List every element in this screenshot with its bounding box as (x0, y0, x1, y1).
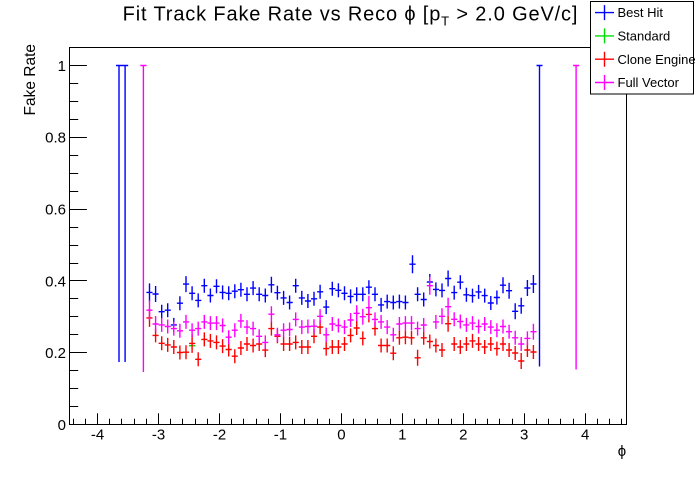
svg-text:0.6: 0.6 (45, 202, 66, 219)
svg-text:-4: -4 (91, 427, 104, 444)
svg-text:Best Hit: Best Hit (618, 5, 664, 20)
svg-text:1: 1 (398, 427, 406, 444)
svg-text:4: 4 (581, 427, 589, 444)
svg-text:1: 1 (58, 58, 66, 75)
svg-text:Clone Engine: Clone Engine (618, 52, 696, 67)
svg-text:0.8: 0.8 (45, 130, 66, 147)
svg-text:-2: -2 (213, 427, 226, 444)
svg-text:0.2: 0.2 (45, 345, 66, 362)
svg-text:-1: -1 (274, 427, 287, 444)
svg-text:ϕ: ϕ (618, 443, 626, 460)
svg-text:0: 0 (58, 417, 66, 434)
svg-text:Fake Rate: Fake Rate (22, 44, 39, 116)
svg-text:Full Vector: Full Vector (618, 75, 680, 90)
svg-text:3: 3 (520, 427, 528, 444)
svg-text:2: 2 (459, 427, 467, 444)
svg-text:0: 0 (337, 427, 345, 444)
svg-text:Fit Track Fake Rate vs Reco ϕ: Fit Track Fake Rate vs Reco ϕ [pT > 2.0 … (123, 4, 579, 29)
svg-text:Standard: Standard (618, 29, 671, 44)
svg-text:-3: -3 (152, 427, 165, 444)
svg-text:0.4: 0.4 (45, 273, 66, 290)
